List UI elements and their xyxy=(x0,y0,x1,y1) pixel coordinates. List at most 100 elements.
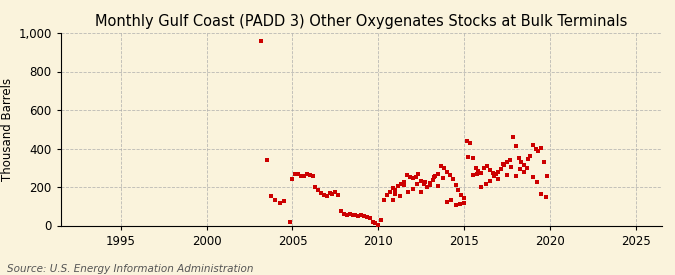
Point xyxy=(502,173,512,178)
Point xyxy=(274,200,285,205)
Point xyxy=(441,200,452,205)
Point xyxy=(316,191,327,195)
Point xyxy=(433,172,443,177)
Point xyxy=(450,183,461,187)
Point xyxy=(487,170,498,175)
Point xyxy=(410,175,421,180)
Point xyxy=(541,174,552,179)
Point xyxy=(463,155,474,159)
Point xyxy=(539,160,549,164)
Point xyxy=(313,188,323,192)
Point xyxy=(358,214,369,218)
Point xyxy=(473,168,484,173)
Point xyxy=(304,173,315,178)
Point xyxy=(510,143,521,148)
Point xyxy=(508,135,518,139)
Point xyxy=(407,176,418,180)
Point xyxy=(510,174,521,179)
Point xyxy=(496,166,507,171)
Point xyxy=(266,193,277,198)
Point xyxy=(436,164,447,168)
Point xyxy=(364,216,375,220)
Point xyxy=(298,174,309,178)
Point xyxy=(493,177,504,182)
Point xyxy=(536,191,547,196)
Point xyxy=(416,190,427,194)
Point xyxy=(456,192,466,197)
Point xyxy=(321,193,332,198)
Point xyxy=(390,188,401,192)
Point xyxy=(390,191,401,196)
Point xyxy=(425,181,435,185)
Point xyxy=(402,173,412,178)
Point xyxy=(467,156,478,160)
Point xyxy=(536,145,547,150)
Point xyxy=(480,182,491,186)
Point xyxy=(516,160,526,164)
Point xyxy=(485,179,495,183)
Point xyxy=(462,139,472,143)
Point xyxy=(470,166,481,170)
Point xyxy=(497,162,508,166)
Point xyxy=(367,219,378,224)
Point xyxy=(310,185,321,189)
Point xyxy=(376,218,387,222)
Point xyxy=(433,184,443,188)
Point xyxy=(403,190,414,194)
Point xyxy=(347,213,358,218)
Point xyxy=(270,198,281,203)
Point xyxy=(324,191,335,195)
Point xyxy=(437,176,448,180)
Point xyxy=(467,173,478,178)
Point xyxy=(387,186,398,190)
Point xyxy=(296,174,306,179)
Point xyxy=(361,214,372,219)
Point xyxy=(342,213,352,217)
Point xyxy=(421,185,432,189)
Point xyxy=(439,166,450,170)
Point xyxy=(370,220,381,225)
Point xyxy=(527,175,538,180)
Point xyxy=(396,182,406,186)
Point xyxy=(418,182,429,186)
Point xyxy=(404,175,415,180)
Point xyxy=(350,213,361,217)
Point xyxy=(459,201,470,205)
Point xyxy=(425,183,435,187)
Point xyxy=(523,157,534,161)
Point xyxy=(450,203,461,207)
Point xyxy=(393,184,404,188)
Point xyxy=(307,174,318,179)
Point xyxy=(490,171,501,176)
Point xyxy=(290,171,301,176)
Point xyxy=(489,174,500,179)
Point xyxy=(429,175,439,180)
Point xyxy=(448,177,458,182)
Point xyxy=(279,199,290,204)
Point xyxy=(464,141,475,145)
Point xyxy=(506,164,517,169)
Point xyxy=(479,166,489,170)
Point xyxy=(472,171,483,176)
Point xyxy=(413,172,424,177)
Point xyxy=(353,214,364,218)
Point xyxy=(373,222,383,227)
Point xyxy=(381,192,392,197)
Point xyxy=(459,195,470,200)
Point xyxy=(416,179,427,183)
Point xyxy=(524,154,535,158)
Point xyxy=(481,164,492,168)
Point xyxy=(319,192,329,197)
Point xyxy=(379,198,389,203)
Point xyxy=(335,209,346,213)
Point xyxy=(444,173,455,178)
Point xyxy=(420,180,431,184)
Point xyxy=(502,160,512,164)
Point xyxy=(293,172,304,176)
Point xyxy=(514,166,525,171)
Point xyxy=(256,39,267,43)
Point xyxy=(384,190,395,194)
Point xyxy=(356,213,367,217)
Point xyxy=(261,158,272,162)
Point xyxy=(493,169,504,174)
